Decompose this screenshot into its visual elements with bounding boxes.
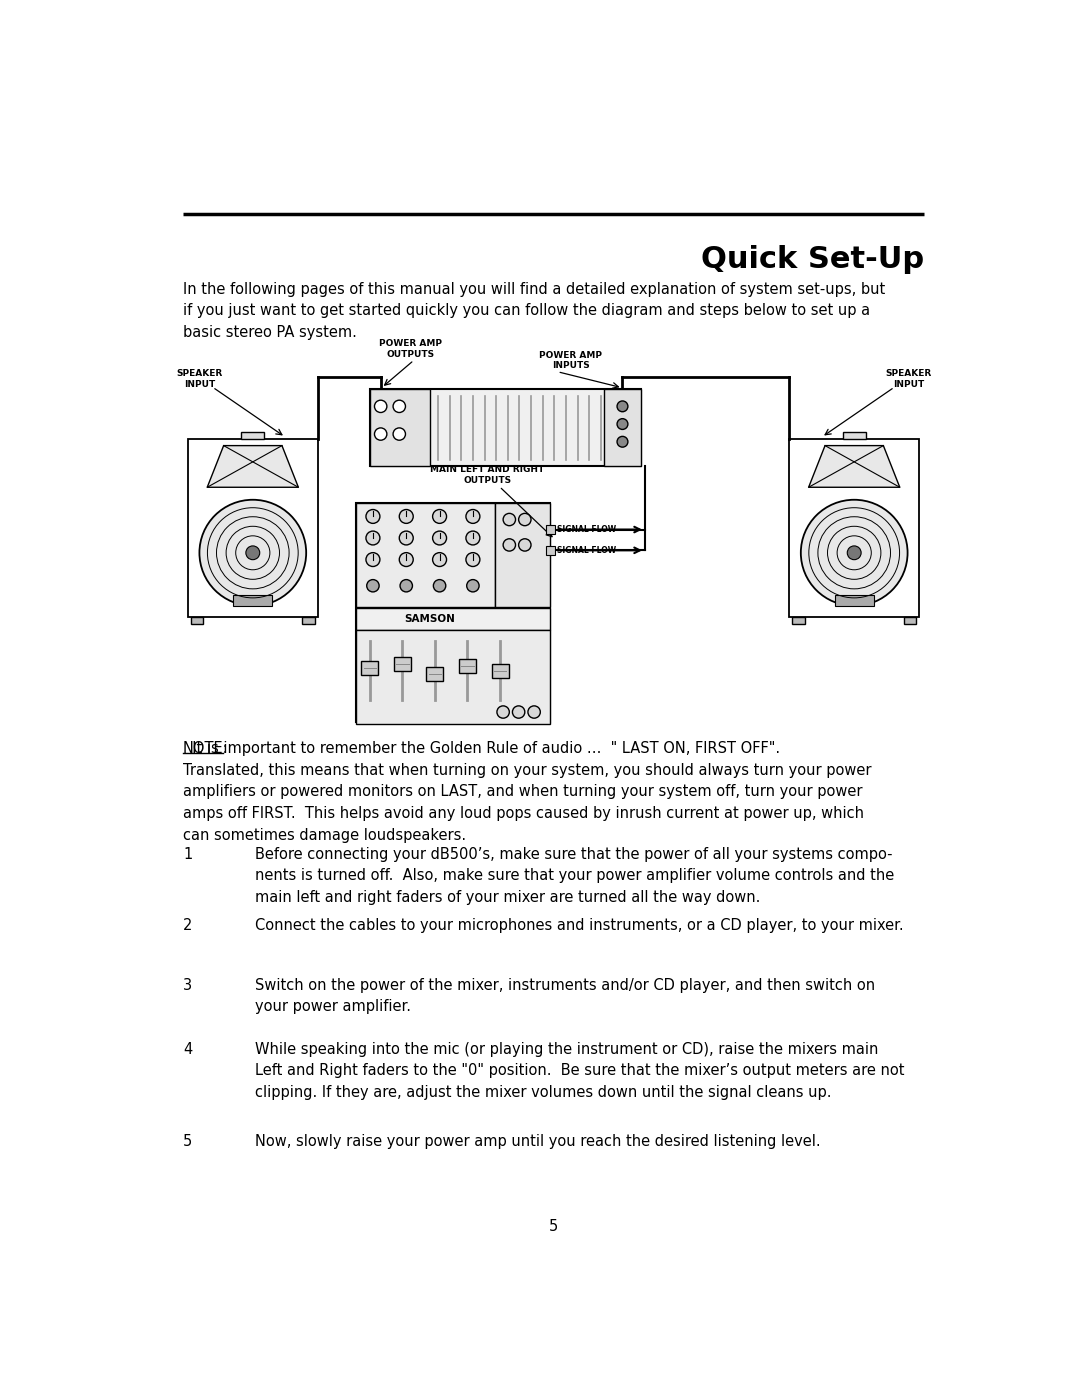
Text: 1: 1 [183, 847, 192, 862]
Circle shape [518, 513, 531, 525]
Circle shape [375, 427, 387, 440]
Bar [369, 390, 430, 467]
Bar [302, 616, 314, 624]
Circle shape [512, 705, 525, 718]
Bar [842, 432, 866, 440]
Circle shape [465, 531, 480, 545]
Circle shape [465, 553, 480, 567]
Bar [545, 525, 555, 534]
Circle shape [848, 546, 861, 560]
Polygon shape [207, 446, 298, 488]
Bar [362, 661, 378, 675]
Text: Now, slowly raise your power amp until you reach the desired listening level.: Now, slowly raise your power amp until y… [255, 1134, 821, 1148]
Bar [191, 616, 203, 624]
Circle shape [393, 400, 405, 412]
Circle shape [465, 510, 480, 524]
Circle shape [503, 539, 515, 550]
Circle shape [503, 513, 515, 525]
Circle shape [400, 580, 413, 592]
Bar [356, 503, 550, 722]
Circle shape [366, 553, 380, 567]
Circle shape [433, 580, 446, 592]
Bar [188, 440, 318, 616]
Text: Switch on the power of the mixer, instruments and/or CD player, and then switch : Switch on the power of the mixer, instru… [255, 978, 875, 1014]
Bar [793, 616, 805, 624]
Bar [545, 546, 555, 555]
Bar [394, 657, 410, 671]
Circle shape [393, 427, 405, 440]
Circle shape [433, 510, 446, 524]
Circle shape [400, 553, 414, 567]
Circle shape [367, 580, 379, 592]
Circle shape [375, 400, 387, 412]
Bar [604, 390, 642, 467]
Polygon shape [809, 446, 900, 488]
Text: SPEAKER
INPUT: SPEAKER INPUT [886, 369, 932, 388]
Text: NOTE:: NOTE: [183, 742, 229, 756]
Bar [233, 595, 272, 606]
Bar [369, 390, 642, 467]
Bar [356, 608, 550, 630]
Bar [356, 630, 550, 724]
Text: 3: 3 [183, 978, 192, 993]
Bar [904, 616, 916, 624]
Circle shape [617, 436, 627, 447]
Circle shape [433, 531, 446, 545]
Circle shape [200, 500, 307, 606]
Text: While speaking into the mic (or playing the instrument or CD), raise the mixers : While speaking into the mic (or playing … [255, 1042, 905, 1099]
Text: MAIN LEFT AND RIGHT
OUTPUTS: MAIN LEFT AND RIGHT OUTPUTS [431, 465, 544, 485]
Text: 5: 5 [183, 1134, 192, 1148]
Circle shape [246, 546, 259, 560]
Circle shape [497, 705, 510, 718]
Text: POWER AMP
INPUTS: POWER AMP INPUTS [539, 351, 602, 370]
Circle shape [400, 510, 414, 524]
Text: 5: 5 [549, 1218, 558, 1234]
Bar [491, 664, 509, 678]
Text: SIGNAL FLOW: SIGNAL FLOW [557, 546, 617, 555]
Text: In the following pages of this manual you will find a detailed explanation of sy: In the following pages of this manual yo… [183, 282, 886, 339]
Circle shape [400, 531, 414, 545]
Circle shape [518, 539, 531, 550]
Bar [789, 440, 919, 616]
Bar [496, 503, 550, 606]
Bar [459, 659, 476, 673]
Text: Quick Set-Up: Quick Set-Up [701, 244, 924, 274]
Bar [427, 666, 444, 680]
Circle shape [617, 419, 627, 429]
Circle shape [800, 500, 907, 606]
Text: SIGNAL FLOW: SIGNAL FLOW [557, 525, 617, 534]
Text: 4: 4 [183, 1042, 192, 1056]
Text: 2: 2 [183, 918, 192, 933]
Text: SPEAKER
INPUT: SPEAKER INPUT [176, 369, 222, 388]
Circle shape [433, 553, 446, 567]
Bar [241, 432, 265, 440]
Text: SAMSON: SAMSON [404, 613, 455, 624]
Text: Connect the cables to your microphones and instruments, or a CD player, to your : Connect the cables to your microphones a… [255, 918, 904, 933]
Text: POWER AMP
OUTPUTS: POWER AMP OUTPUTS [379, 339, 442, 359]
Circle shape [528, 705, 540, 718]
Text: Before connecting your dB500’s, make sure that the power of all your systems com: Before connecting your dB500’s, make sur… [255, 847, 894, 905]
Circle shape [617, 401, 627, 412]
Circle shape [467, 580, 480, 592]
Bar [356, 503, 496, 606]
Bar [835, 595, 874, 606]
Circle shape [366, 531, 380, 545]
Text: It is important to remember the Golden Rule of audio …  " LAST ON, FIRST OFF".
T: It is important to remember the Golden R… [183, 742, 872, 842]
Circle shape [366, 510, 380, 524]
